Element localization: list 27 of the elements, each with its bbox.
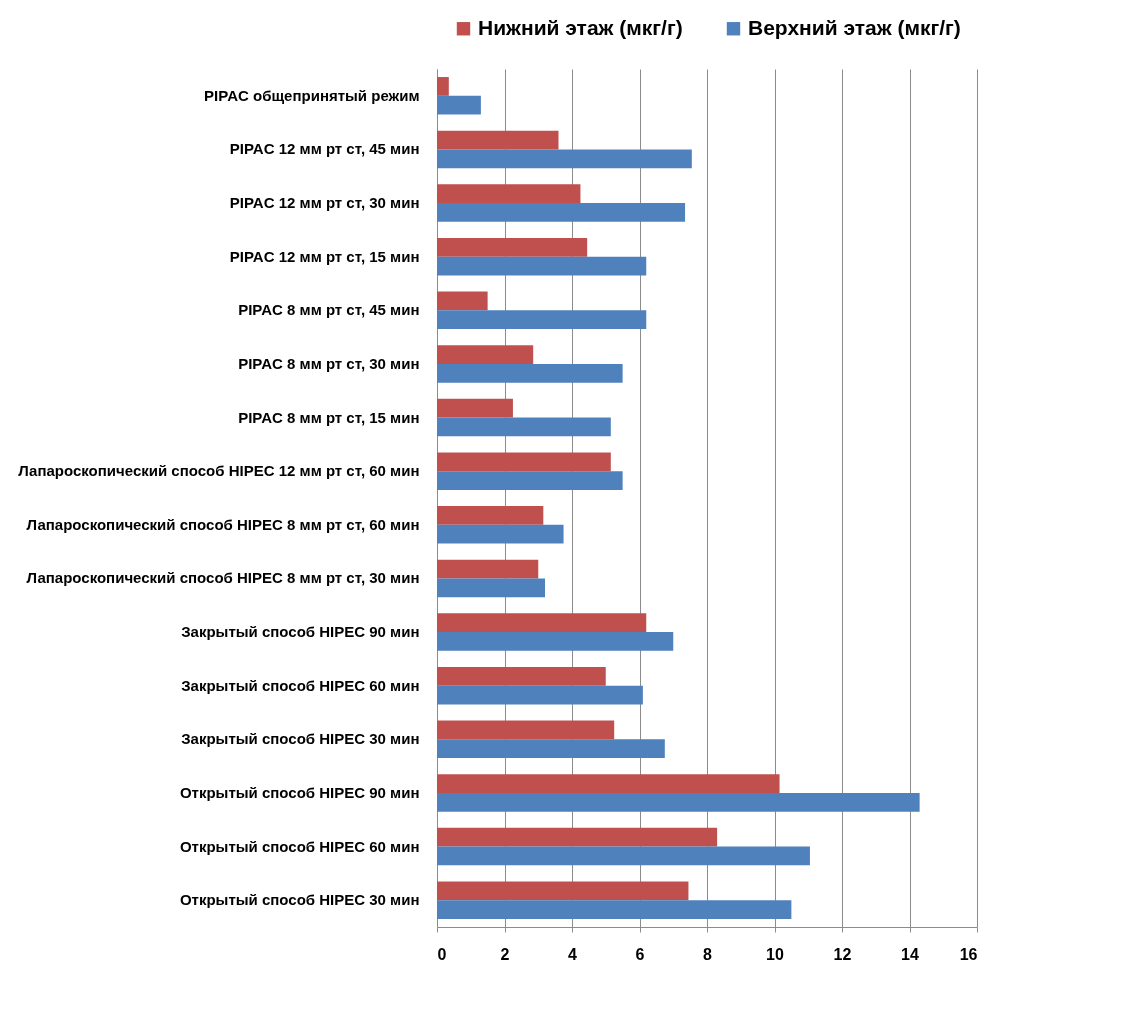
x-tick-label: 8 <box>703 945 713 963</box>
y-tick-label: Открытый способ HIPEC 60 мин <box>179 837 420 855</box>
y-tick-label: Открытый способ HIPEC 30 мин <box>179 891 420 909</box>
x-tick-label: 0 <box>437 945 447 963</box>
y-tick-label: PIPAC 12 мм рт ст, 45 мин <box>229 140 420 158</box>
legend-label: Верхний этаж (мкг/г) <box>748 15 961 39</box>
y-tick-label: Лапароскопический способ HIPEC 8 мм рт ст, 30 мин <box>26 569 420 587</box>
y-tick-label: PIPAC 12 мм рт ст, 15 мин <box>229 247 420 265</box>
y-tick-label: PIPAC общепринятый режим <box>204 86 420 104</box>
y-tick-label: Открытый способ HIPEC 90 мин <box>179 783 420 801</box>
legend-label: Нижний этаж (мкг/г) <box>478 15 683 39</box>
y-tick-label: PIPAC 12 мм рт ст, 30 мин <box>229 194 420 212</box>
x-tick-label: 6 <box>635 945 645 963</box>
y-tick-label: Закрытый способ HIPEC 90 мин <box>181 623 420 641</box>
y-tick-label: Лапароскопический способ HIPEC 8 мм рт ст, 60 мин <box>26 515 420 533</box>
y-tick-label: Закрытый способ HIPEC 60 мин <box>181 676 420 694</box>
x-tick-label: 14 <box>901 945 919 963</box>
y-tick-label: PIPAC 8 мм рт ст, 45 мин <box>238 301 420 319</box>
y-tick-label: PIPAC 8 мм рт ст, 15 мин <box>238 408 420 426</box>
x-tick-label: 4 <box>568 945 578 963</box>
x-tick-label: 16 <box>959 945 978 963</box>
x-tick-label: 10 <box>766 945 784 963</box>
y-tick-label: Закрытый способ HIPEC 30 мин <box>181 730 420 748</box>
x-tick-label: 12 <box>833 945 852 963</box>
y-tick-label: PIPAC 8 мм рт ст, 30 мин <box>238 354 420 372</box>
x-tick-label: 2 <box>500 945 510 963</box>
y-tick-label: Лапароскопический способ HIPEC 12 мм рт ст, 60 мин <box>18 462 420 480</box>
